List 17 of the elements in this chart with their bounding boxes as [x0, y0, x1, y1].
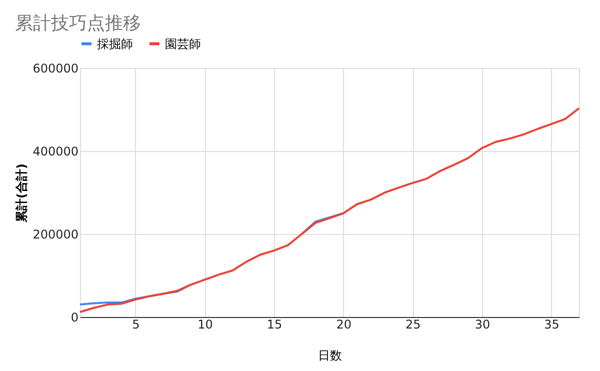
x-tick-label: 30 — [474, 318, 490, 332]
x-tick-label: 25 — [406, 318, 421, 332]
y-tick-label: 400000 — [32, 144, 78, 158]
x-axis-title: 日数 — [318, 348, 342, 362]
x-tick-label: 20 — [336, 318, 352, 332]
x-tick-label: 15 — [266, 318, 282, 332]
y-tick-label: 0 — [70, 310, 78, 324]
x-tick-label: 10 — [198, 318, 213, 332]
x-tick-label: 5 — [132, 318, 140, 332]
y-tick-label: 600000 — [32, 62, 78, 76]
line-series — [79, 107, 580, 314]
y-axis-title: 累計(合計) — [14, 164, 29, 224]
legend-label: 採掘師 — [97, 36, 133, 51]
x-tick-label: 35 — [544, 318, 560, 332]
y-tick-label: 200000 — [32, 228, 78, 242]
chart-title: 累計技巧点推移 — [15, 13, 142, 34]
legend-label: 園芸師 — [165, 36, 201, 51]
